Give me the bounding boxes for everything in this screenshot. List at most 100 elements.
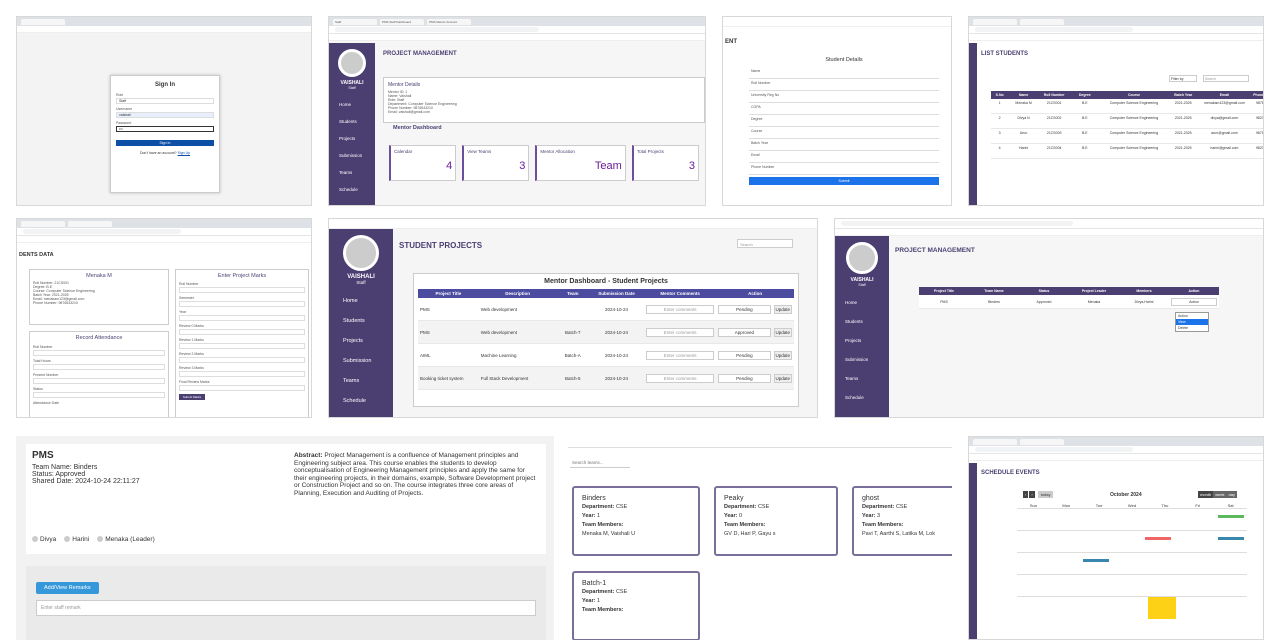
dept-value: CSE <box>895 504 908 510</box>
year-value: 0 <box>739 513 743 519</box>
event-marker[interactable] <box>1218 515 1244 518</box>
mark-input[interactable] <box>179 329 305 335</box>
att-input[interactable] <box>33 364 165 370</box>
nav-projects[interactable]: Projects <box>845 338 862 343</box>
nav-schedule[interactable]: Schedule <box>845 395 864 400</box>
col-title: Project Title <box>934 289 954 293</box>
nav-teams[interactable]: Teams <box>845 376 859 381</box>
cell: 9823456710 <box>1255 116 1264 120</box>
address-bar[interactable] <box>329 26 705 34</box>
submit-marks-button[interactable]: Submit Marks <box>179 394 205 400</box>
stat-calendar[interactable]: Calendar 4 <box>389 145 457 181</box>
mark-input[interactable] <box>179 343 305 349</box>
nav-projects[interactable]: Projects <box>339 136 356 141</box>
role-select[interactable]: Staff <box>116 98 214 104</box>
today-cell[interactable] <box>1148 597 1176 619</box>
student-info: Email: menakam123@gmail.com <box>33 297 85 301</box>
signin-button[interactable]: Sign In <box>116 140 214 146</box>
team-card[interactable]: ghost Department: CSE Year: 3 Team Membe… <box>852 486 952 556</box>
comments-input[interactable]: Enter comments <box>646 373 715 383</box>
option-view[interactable]: View <box>1176 319 1208 325</box>
search-input[interactable]: Search <box>737 239 793 248</box>
att-input[interactable] <box>33 392 165 398</box>
team-card[interactable]: Peaky Department: CSE Year: 0 Team Membe… <box>714 486 838 556</box>
status-select[interactable]: Pending <box>718 350 771 360</box>
option-action[interactable]: Action <box>1178 314 1188 318</box>
nav-students[interactable]: Students <box>845 319 863 324</box>
tab-3[interactable]: PMS Mentor Account <box>427 18 471 25</box>
member-name: Menaka (Leader) <box>105 536 155 543</box>
nav-students[interactable]: Students <box>339 119 357 124</box>
nav-schedule[interactable]: Schedule <box>343 398 366 404</box>
remark-input[interactable]: Enter staff remark <box>36 600 536 616</box>
mark-input[interactable] <box>179 357 305 363</box>
view-month[interactable]: month <box>1198 491 1214 498</box>
tab-1[interactable]: Staff <box>333 18 377 25</box>
remarks-button[interactable]: Add/View Remarks <box>36 582 99 594</box>
signup-link[interactable]: Sign Up <box>177 151 191 155</box>
mark-input[interactable] <box>179 287 305 293</box>
abstract-label: Abstract: <box>294 452 323 459</box>
username-input[interactable]: vaishali <box>116 112 214 118</box>
next-button[interactable]: › <box>1029 491 1035 498</box>
stat-teams[interactable]: View Teams 3 <box>462 145 530 181</box>
event-marker[interactable] <box>1218 537 1244 540</box>
nav-schedule[interactable]: Schedule <box>339 187 358 192</box>
tab-2[interactable]: PMS Staff Dashboard <box>380 18 424 25</box>
att-input[interactable] <box>33 350 165 356</box>
comments-input[interactable]: Enter comments <box>646 304 715 314</box>
action-select[interactable]: Action <box>1171 297 1217 306</box>
nav-projects[interactable]: Projects <box>343 338 363 344</box>
password-input[interactable]: ••• <box>116 126 214 132</box>
nav-home[interactable]: Home <box>845 300 858 305</box>
update-button[interactable]: Update <box>773 373 793 383</box>
option-delete[interactable]: Delete <box>1178 326 1189 330</box>
update-button[interactable]: Update <box>773 304 793 314</box>
event-marker[interactable] <box>1145 537 1171 540</box>
comments-input[interactable]: Enter comments <box>646 350 715 360</box>
nav-teams[interactable]: Teams <box>343 378 360 384</box>
update-button[interactable]: Update <box>773 350 793 360</box>
stat-allocation[interactable]: Mentor Allocation Team <box>535 145 626 181</box>
today-button[interactable]: today <box>1037 491 1054 498</box>
comments-input[interactable]: Enter comments <box>646 327 715 337</box>
nav-submission[interactable]: Submission <box>339 153 363 158</box>
nav-students[interactable]: Students <box>343 318 365 324</box>
nav-home[interactable]: Home <box>339 102 352 107</box>
mark-label: Review 1 Marks <box>179 338 204 342</box>
cell: Machine Learning <box>480 352 517 358</box>
nav-teams[interactable]: Teams <box>339 170 353 175</box>
signin-screenshot: Sign In Role Staff Username vaishali Pas… <box>16 16 312 206</box>
view-week[interactable]: week <box>1213 491 1227 498</box>
status-select[interactable]: Pending <box>718 373 771 383</box>
view-day[interactable]: day <box>1226 491 1237 498</box>
att-input[interactable] <box>33 378 165 384</box>
address-bar[interactable] <box>969 446 1263 454</box>
status-select[interactable]: Pending <box>718 304 771 314</box>
team-card[interactable]: Batch-1 Department: CSE Year: 1 Team Mem… <box>572 571 700 640</box>
search-input[interactable]: Search <box>1203 75 1249 82</box>
event-marker[interactable] <box>1083 559 1109 562</box>
nav-submission[interactable]: Submission <box>845 357 869 362</box>
cell: 2024-10-24 <box>605 329 629 335</box>
mark-input[interactable] <box>179 301 305 307</box>
update-button[interactable]: Update <box>773 327 793 337</box>
cell: B.E <box>1081 116 1088 120</box>
status-select[interactable]: Approved <box>718 327 771 337</box>
mark-input[interactable] <box>179 371 305 377</box>
mark-input[interactable] <box>179 385 305 391</box>
year-value: 1 <box>597 598 601 604</box>
stat-projects[interactable]: Total Projects 3 <box>631 145 700 181</box>
filter-select[interactable]: Filter by <box>1169 75 1197 82</box>
search-teams-input[interactable]: Search teams... <box>570 458 630 468</box>
prev-button[interactable]: ‹ <box>1023 491 1029 498</box>
mark-input[interactable] <box>179 315 305 321</box>
submit-button[interactable]: Submit <box>749 177 939 185</box>
nav-submission[interactable]: Submission <box>343 358 372 364</box>
col-desc: Description <box>505 291 531 296</box>
nav-home[interactable]: Home <box>343 298 358 304</box>
address-bar[interactable] <box>17 228 311 236</box>
address-bar[interactable] <box>835 219 1263 229</box>
address-bar[interactable] <box>969 26 1263 34</box>
team-card[interactable]: Binders Department: CSE Year: 1 Team Mem… <box>572 486 700 556</box>
